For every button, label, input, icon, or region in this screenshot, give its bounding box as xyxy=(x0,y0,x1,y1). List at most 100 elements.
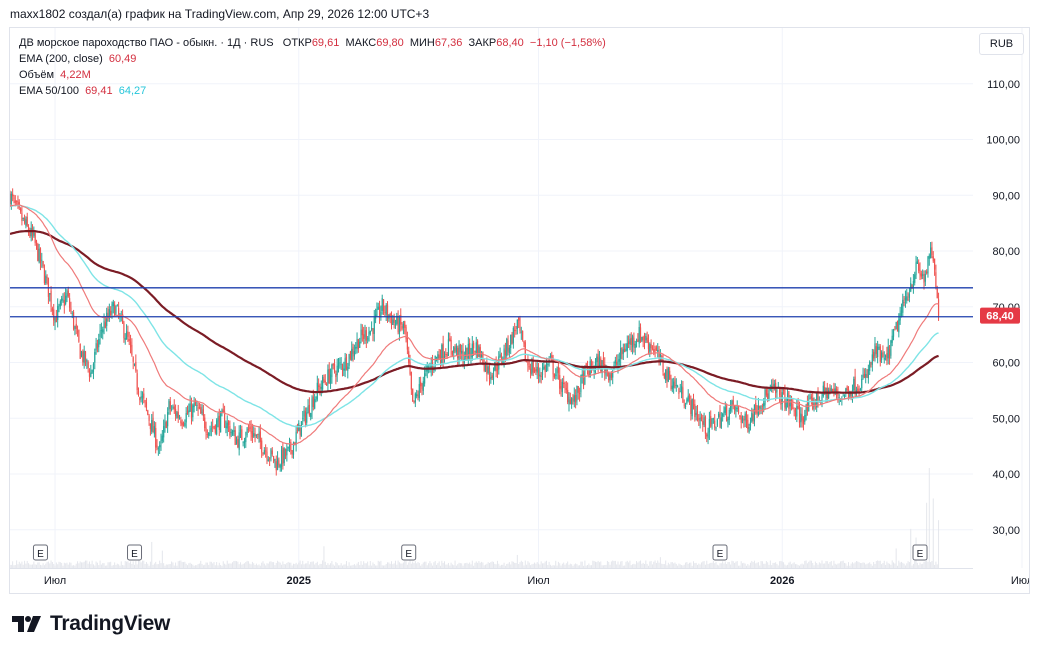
candle-body xyxy=(10,193,12,204)
candle-body xyxy=(344,358,346,371)
candle-body xyxy=(733,405,736,410)
candle-body xyxy=(523,340,525,344)
candle-body xyxy=(470,355,472,357)
candle-body xyxy=(378,306,381,318)
ema50-100-label: EMA 50/100 xyxy=(19,85,79,97)
candle-body xyxy=(37,244,39,261)
candle-body xyxy=(735,407,737,412)
candle-body xyxy=(311,398,313,413)
candle-body xyxy=(282,447,284,464)
candle-body xyxy=(646,337,648,343)
legend-ema200-row[interactable]: EMA (200, close) 60,49 xyxy=(19,51,606,67)
ema50-line xyxy=(10,204,939,446)
candle-body xyxy=(152,417,154,433)
candle-body xyxy=(79,343,81,359)
symbol-name[interactable]: ДВ морское пароходство ПАО - обыкн. · 1Д… xyxy=(19,37,274,49)
candle-body xyxy=(916,261,918,264)
candle-body xyxy=(722,413,724,417)
candle-body xyxy=(231,430,234,435)
legend-ema50-100-row[interactable]: EMA 50/100 69,41 64,27 xyxy=(19,83,606,99)
candle-body xyxy=(931,247,933,255)
candle-body xyxy=(262,452,264,454)
candle-body xyxy=(504,350,507,356)
price-chart[interactable]: 110,00100,0090,0080,0070,0060,0050,0040,… xyxy=(10,28,1029,593)
candle-body xyxy=(322,376,324,390)
candle-body xyxy=(376,309,378,316)
candle-body xyxy=(896,321,899,332)
candle-body xyxy=(772,384,774,388)
candle-body xyxy=(34,232,36,243)
candle-body xyxy=(265,450,267,452)
candle-body xyxy=(416,394,418,397)
candle-body xyxy=(259,431,261,442)
candle-body xyxy=(380,311,382,317)
candle-body xyxy=(572,399,574,401)
candle-body xyxy=(712,418,714,420)
open-label: ОТКР xyxy=(282,37,312,49)
candle-body xyxy=(13,197,15,199)
candle-body xyxy=(400,314,402,325)
candle-body xyxy=(898,319,900,333)
candle-body xyxy=(424,373,426,384)
candle-body xyxy=(812,397,814,410)
candle-body xyxy=(38,248,40,263)
candle-body xyxy=(707,431,709,439)
currency-unit-button[interactable]: RUB xyxy=(979,33,1024,55)
legend-volume-row[interactable]: Объём 4,22M xyxy=(19,67,606,83)
candle-body xyxy=(494,361,496,371)
candle-body xyxy=(363,334,365,339)
candle-body xyxy=(863,373,865,378)
candle-body xyxy=(386,304,389,318)
candle-body xyxy=(884,355,887,357)
candle-body xyxy=(280,449,283,467)
candle-body xyxy=(182,423,185,425)
candle-body xyxy=(875,346,877,355)
candle-body xyxy=(26,216,28,226)
candle-body xyxy=(214,425,216,433)
candle-body xyxy=(98,338,100,348)
candle-body xyxy=(831,388,834,392)
candle-body xyxy=(222,409,224,413)
tradingview-brand[interactable]: TradingView xyxy=(12,612,170,636)
candle-body xyxy=(357,339,359,350)
candle-body xyxy=(761,405,763,407)
chart-frame[interactable]: 110,00100,0090,0080,0070,0060,0050,0040,… xyxy=(9,27,1030,594)
candle-body xyxy=(557,367,559,373)
candle-body xyxy=(169,401,171,409)
candle-body xyxy=(67,290,69,297)
candle-body xyxy=(453,346,455,353)
candle-body xyxy=(160,439,162,444)
ema50-value: 69,41 xyxy=(85,85,113,97)
candle-body xyxy=(520,331,522,333)
candle-body xyxy=(500,355,503,362)
candle-body xyxy=(491,375,493,378)
candle-body xyxy=(327,369,329,385)
candle-body xyxy=(165,422,167,429)
candle-body xyxy=(202,409,204,417)
candle-body xyxy=(356,339,358,348)
candle-body xyxy=(650,344,652,349)
candle-body xyxy=(487,366,489,373)
candle-body xyxy=(14,200,16,203)
candle-body xyxy=(881,352,883,360)
candle-body xyxy=(822,385,824,397)
candle-body xyxy=(904,297,907,301)
candle-body xyxy=(824,387,826,394)
candle-body xyxy=(84,351,87,365)
candle-body xyxy=(184,422,186,426)
candle-body xyxy=(123,322,125,339)
candle-body xyxy=(360,329,362,340)
candle-body xyxy=(663,373,665,378)
candle-body xyxy=(193,403,195,408)
candle-body xyxy=(756,410,758,415)
earnings-marker-label: E xyxy=(917,549,924,560)
candle-body xyxy=(185,412,187,423)
volume-label: Объём xyxy=(19,69,55,81)
candle-body xyxy=(490,377,492,380)
candle-body xyxy=(659,353,661,360)
candle-body xyxy=(33,232,35,236)
ema100-value: 64,27 xyxy=(118,85,147,97)
candle-body xyxy=(857,388,859,391)
candle-body xyxy=(675,385,677,386)
candle-body xyxy=(139,397,141,401)
